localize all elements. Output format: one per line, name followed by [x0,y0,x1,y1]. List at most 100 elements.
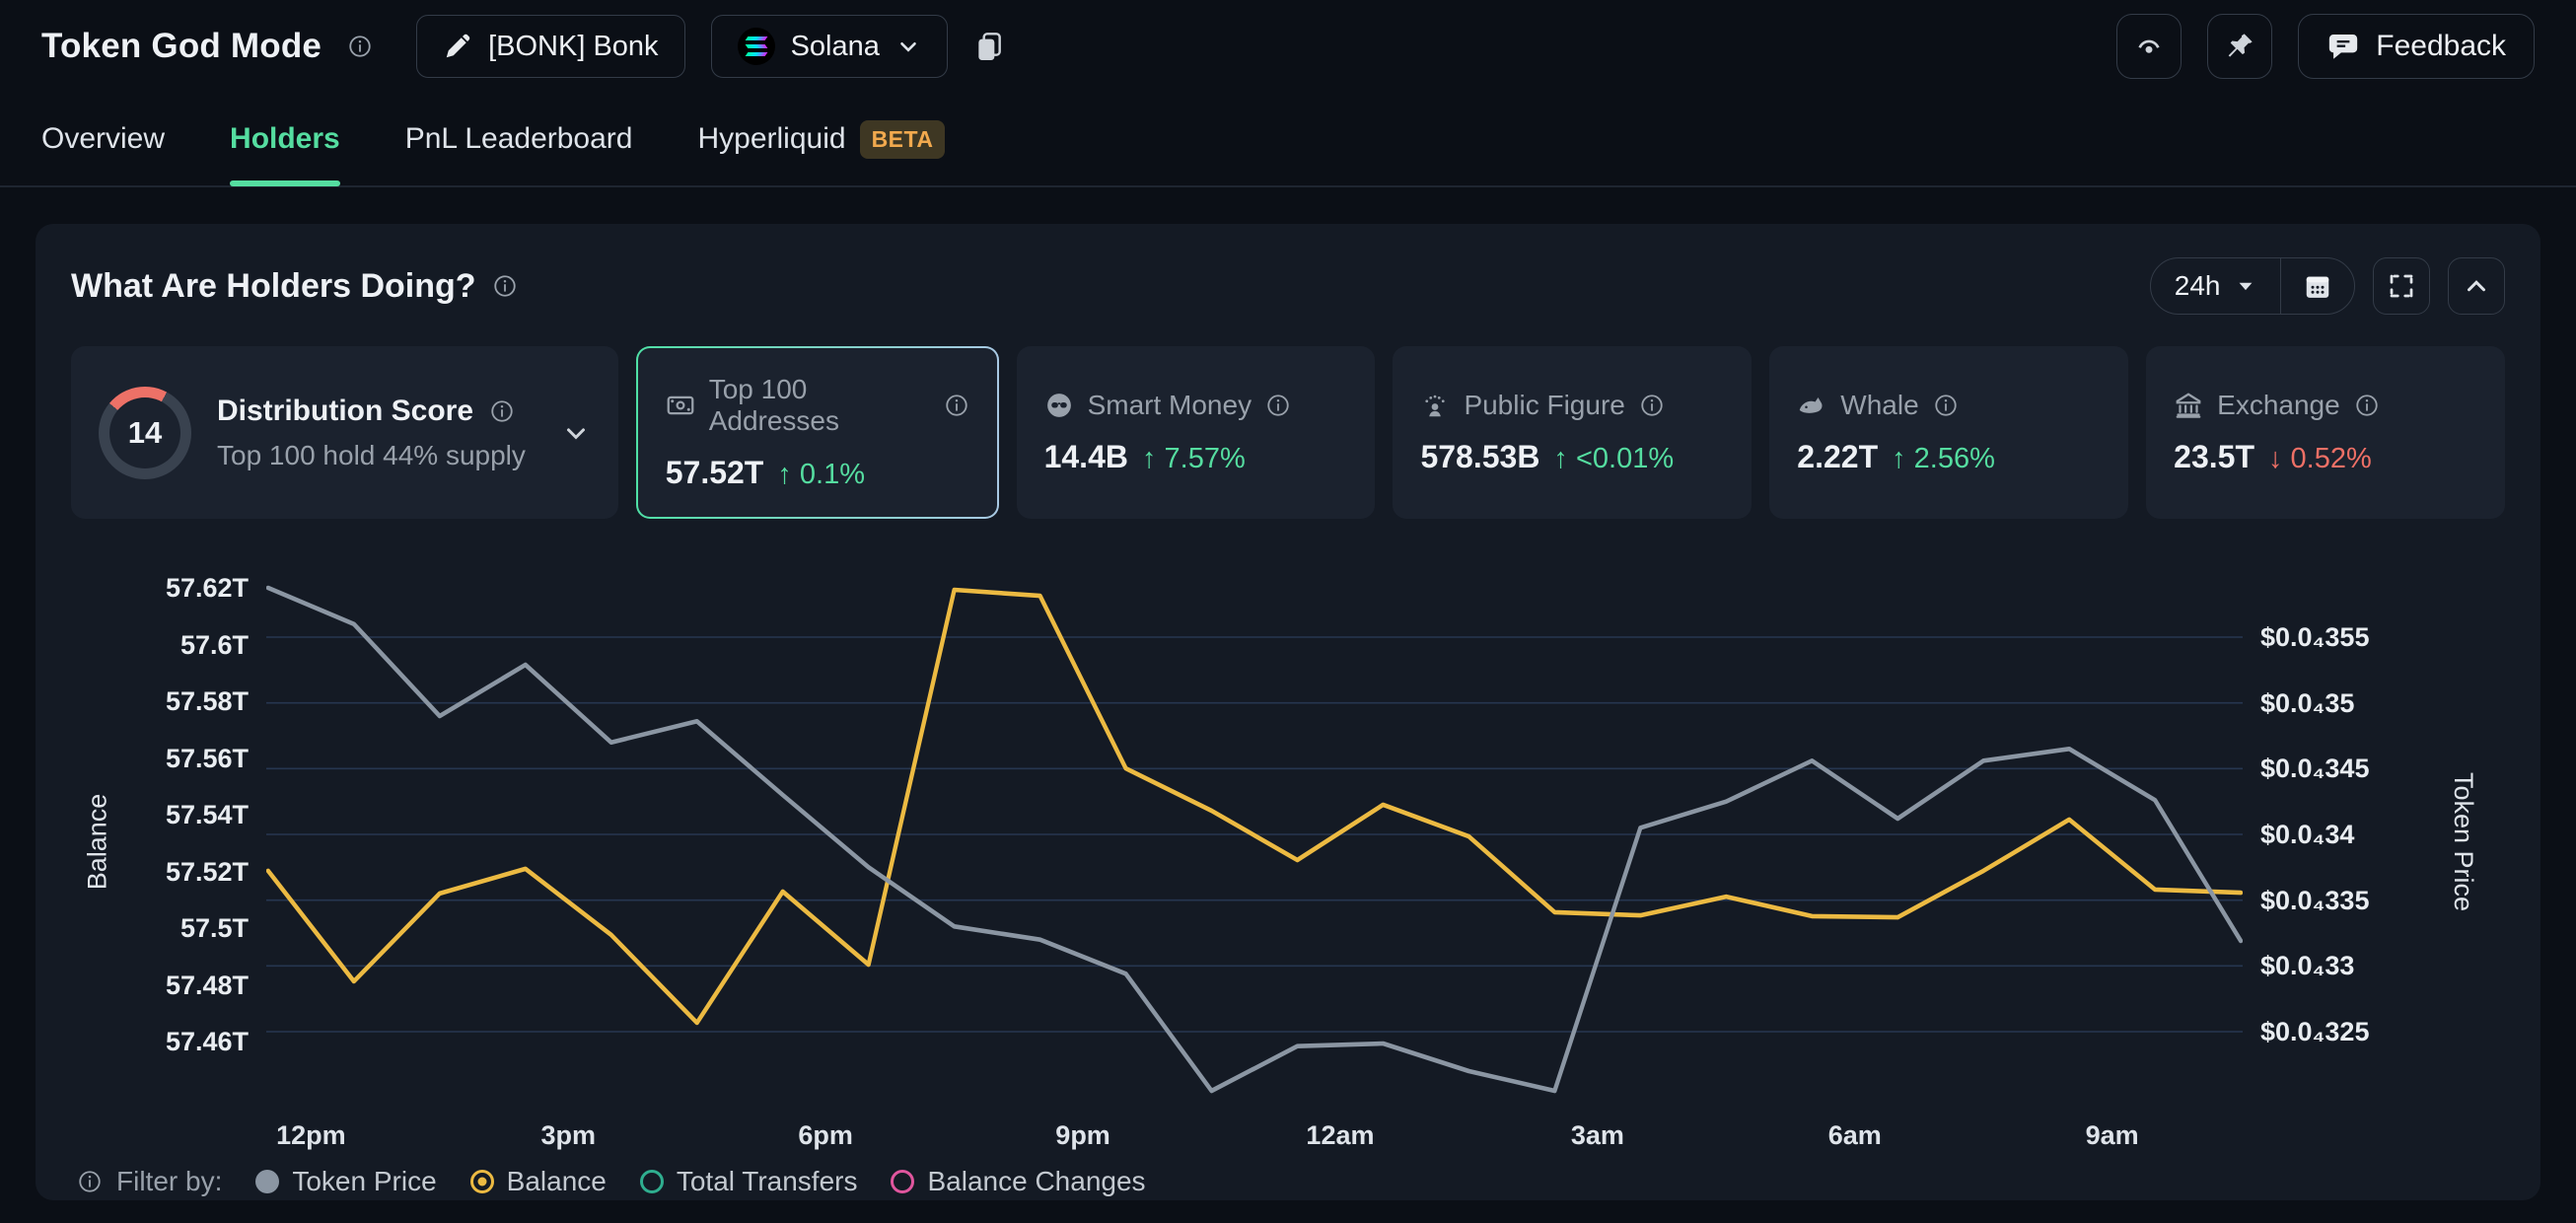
tab-pnl-leaderboard[interactable]: PnL Leaderboard [405,93,633,185]
right-axis-title: Token Price [2448,771,2478,912]
legend-balance[interactable]: Balance [469,1166,607,1197]
tabs: Overview Holders PnL Leaderboard Hyperliqui… [0,93,2576,187]
collapse-button[interactable] [2448,257,2505,315]
distribution-score-label: Distribution Score [217,394,474,427]
x-tick: 9am [2085,1120,2139,1150]
stat-card-whale[interactable]: Whale 2.22T ↑ 2.56% [1769,346,2129,519]
range-dropdown[interactable]: 24h [2151,258,2280,314]
legend-label: Balance Changes [927,1166,1146,1196]
left-tick: 57.46T [165,1027,249,1056]
right-tick: $0.0₄345 [2260,754,2370,784]
page-title: Token God Mode [41,27,322,65]
feedback-button[interactable]: Feedback [2298,14,2535,79]
info-icon[interactable] [1933,393,1959,418]
smart-money-icon [1044,391,1074,420]
info-icon[interactable] [489,398,515,424]
right-tick: $0.0₄335 [2260,885,2370,915]
legend-label: Total Transfers [676,1166,858,1196]
left-axis-title: Balance [82,793,112,891]
left-tick: 57.56T [165,743,249,773]
x-axis-ticks: 12pm 3pm 6pm 9pm 12am 3am 6am 9am [266,1120,2243,1160]
left-tick: 57.62T [165,573,249,603]
public-figure-icon [1420,391,1450,420]
range-pill: 24h [2149,257,2355,315]
solana-logo-icon [737,28,775,65]
stat-card-smart-money[interactable]: Smart Money 14.4B ↑ 7.57% [1016,346,1376,519]
left-tick: 57.48T [165,970,249,1000]
x-tick: 6pm [798,1120,853,1150]
distribution-gauge: 14 [99,386,191,479]
left-tick: 57.58T [165,686,249,716]
token-price-swatch-icon [255,1170,280,1193]
right-tick: $0.0₄355 [2260,622,2370,652]
range-value: 24h [2174,270,2221,301]
filter-by-label: Filter by: [116,1166,223,1196]
holders-chart: Balance Token Price 57.62T 57.6T 57.58T 57.… [71,531,2505,1150]
stat-card-exchange[interactable]: Exchange 23.5T ↓ 0.52% [2146,346,2506,519]
stat-change: ↑ 2.56% [1892,443,1995,474]
right-tick: $0.0₄325 [2260,1017,2370,1046]
info-icon[interactable] [1265,393,1291,418]
legend-total-transfers[interactable]: Total Transfers [639,1166,858,1197]
info-icon[interactable] [347,34,373,59]
info-icon[interactable] [944,393,969,418]
stat-value: 14.4B [1043,439,1128,474]
x-tick: 12am [1306,1120,1375,1150]
eye-icon [2133,31,2165,62]
stat-card-top-100-addresses[interactable]: Top 100 Addresses 57.52T ↑ 0.1% [636,346,999,519]
distribution-score-subtitle: Top 100 hold 44% supply [217,439,526,470]
beta-badge: BETA [859,119,946,159]
right-tick: $0.0₄33 [2260,951,2355,981]
stat-value: 578.53B [1420,439,1540,474]
token-select-button[interactable]: [BONK] Bonk [416,15,685,78]
calendar-button[interactable] [2281,258,2354,314]
distribution-score-card[interactable]: 14 Distribution Score Top 100 hold 44% s… [71,346,618,519]
stat-card-public-figure[interactable]: Public Figure 578.53B ↑ <0.01% [1393,346,1753,519]
fullscreen-button[interactable] [2373,257,2430,315]
stat-label: Top 100 Addresses [708,374,840,436]
info-icon[interactable] [1639,393,1665,418]
x-tick: 3pm [540,1120,597,1150]
plot-area[interactable] [266,578,2243,1101]
holders-panel: What Are Holders Doing? 24h [36,224,2540,1200]
right-tick: $0.0₄34 [2260,820,2355,849]
tab-overview[interactable]: Overview [41,93,165,185]
tab-hyperliquid[interactable]: Hyperliquid BETA [697,93,946,185]
info-icon[interactable] [492,273,518,299]
stat-label: Public Figure [1464,390,1625,420]
legend-token-price[interactable]: Token Price [255,1166,437,1197]
whale-icon [1797,391,1826,420]
tab-label: PnL Leaderboard [404,122,633,155]
chat-bubble-icon [2326,30,2360,63]
x-tick: 9pm [1055,1120,1110,1150]
stat-label: Whale [1840,390,1919,420]
pin-button[interactable] [2207,14,2273,79]
stat-change: ↑ 0.1% [777,459,866,490]
stat-label: Exchange [2217,390,2340,420]
exchange-icon [2174,391,2203,420]
stat-value: 23.5T [2174,439,2254,474]
legend-balance-changes[interactable]: Balance Changes [891,1166,1146,1197]
pin-icon [2224,31,2255,62]
x-tick: 3am [1570,1120,1624,1150]
tab-holders[interactable]: Holders [230,93,340,186]
chart-controls: 24h [2149,257,2505,315]
balance-changes-swatch-icon [891,1170,915,1193]
copy-icon[interactable] [973,31,1005,62]
chain-name: Solana [790,30,880,62]
chain-select-button[interactable]: Solana [710,15,948,78]
fullscreen-icon [2390,274,2413,298]
chevron-down-icon [895,34,921,59]
stat-change: ↓ 0.52% [2267,443,2372,474]
chevron-up-icon [2468,280,2485,292]
info-icon [77,1169,103,1194]
info-icon[interactable] [2354,393,2380,418]
feedback-label: Feedback [2376,30,2506,62]
token-name: [BONK] Bonk [488,30,659,62]
topbar: Token God Mode [BONK] Bonk Solana Feedba… [0,0,2576,93]
watchlist-eye-button[interactable] [2116,14,2182,79]
chevron-down-icon[interactable] [561,418,591,448]
panel-title-row: What Are Holders Doing? [71,267,518,306]
right-axis-ticks: $0.0₄355 $0.0₄35 $0.0₄345 $0.0₄34 $0.0₄335 $0… [2260,578,2428,1101]
stat-cards: 14 Distribution Score Top 100 hold 44% s… [71,346,2506,519]
